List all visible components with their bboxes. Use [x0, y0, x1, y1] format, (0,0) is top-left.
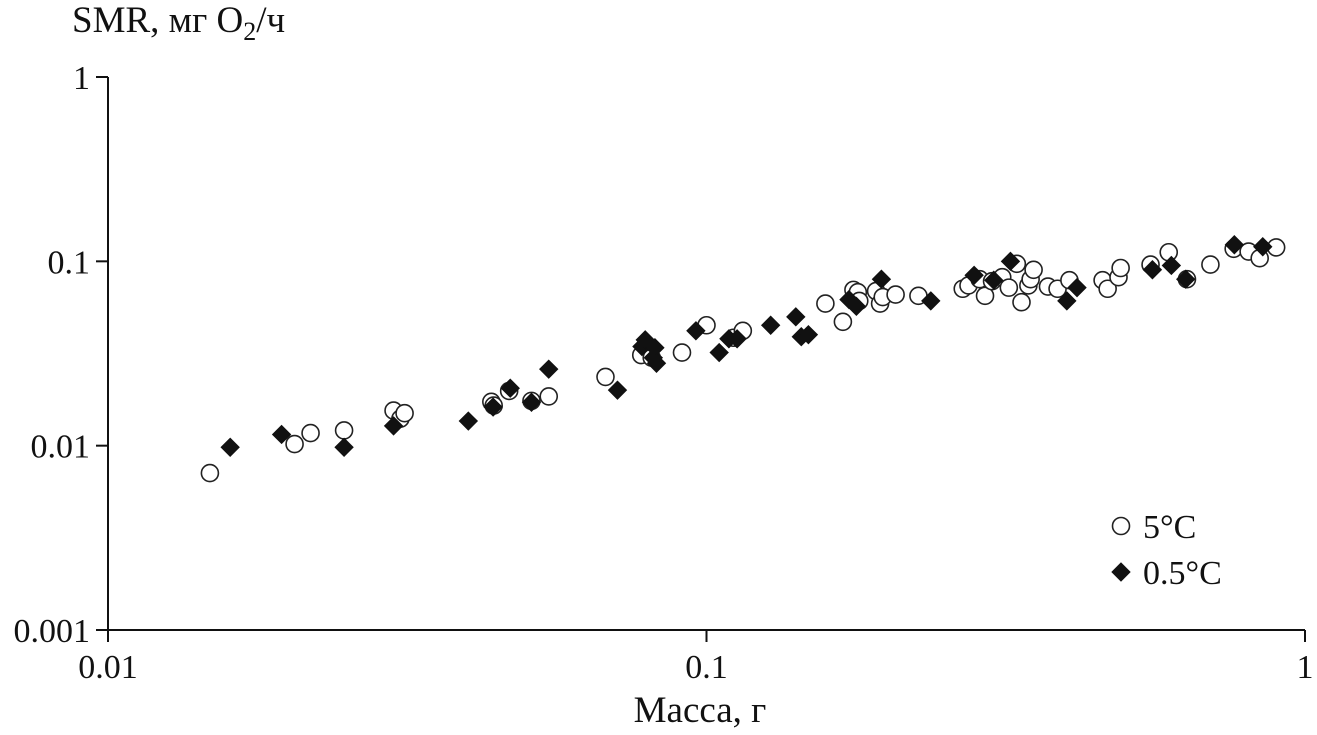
y-axis-title: SMR, мг O2/ч — [72, 0, 285, 46]
data-point-diamond — [1067, 277, 1087, 298]
legend-label: 5°C — [1143, 509, 1196, 546]
data-point-diamond — [539, 359, 559, 379]
data-point-diamond — [921, 291, 941, 311]
data-point-circle — [886, 285, 905, 304]
data-point-circle — [1111, 258, 1130, 278]
data-point-circle — [285, 434, 304, 454]
y-axis-title-tail: /ч — [256, 0, 285, 41]
data-point-diamond — [1000, 251, 1021, 272]
data-point-diamond — [521, 392, 542, 412]
data-point-diamond — [646, 353, 667, 373]
data-point-circle — [596, 367, 615, 387]
legend-marker — [1111, 516, 1131, 536]
data-point-diamond — [846, 296, 867, 317]
data-point-diamond — [1253, 237, 1273, 257]
series-filled-diamonds — [220, 235, 1273, 457]
data-point-diamond — [984, 270, 1004, 290]
data-point-circle — [975, 286, 995, 306]
data-point-circle — [1098, 279, 1117, 299]
data-point-circle — [833, 312, 853, 332]
data-point-diamond — [458, 411, 479, 431]
data-point-circle — [1201, 255, 1220, 274]
data-point-circle — [539, 387, 559, 406]
data-point-circle — [334, 421, 354, 440]
data-point-diamond — [709, 342, 729, 363]
data-points-group — [200, 235, 1286, 483]
x-tick-label: 0.1 — [685, 649, 728, 686]
data-point-circle — [200, 463, 220, 483]
x-axis-title: Масса, г — [634, 690, 767, 731]
x-tick-label: 1 — [1297, 649, 1314, 686]
y-axis-title-subscript: 2 — [243, 17, 256, 46]
data-point-diamond — [383, 416, 404, 436]
data-point-diamond — [760, 315, 781, 335]
legend: 5°C 0.5°C — [1111, 509, 1222, 592]
data-point-circle — [395, 403, 414, 423]
data-point-diamond — [220, 437, 240, 457]
data-point-diamond — [1161, 255, 1182, 276]
y-tick-label: 0.1 — [48, 244, 91, 281]
data-point-diamond — [1224, 235, 1245, 255]
data-point-diamond — [334, 437, 354, 457]
legend-marker — [1111, 562, 1131, 582]
y-axis-title-main: SMR, мг O — [72, 0, 243, 41]
data-point-diamond — [727, 329, 747, 349]
data-point-diamond — [798, 324, 819, 345]
data-point-circle — [672, 343, 692, 362]
y-tick-label: 0.01 — [31, 429, 91, 466]
legend-label: 0.5°C — [1143, 555, 1222, 592]
x-tick-label: 0.01 — [78, 649, 138, 686]
data-point-diamond — [686, 321, 706, 341]
data-point-diamond — [964, 265, 984, 285]
data-point-diamond — [1057, 291, 1077, 311]
data-point-diamond — [871, 269, 892, 289]
y-tick-label: 1 — [73, 60, 90, 97]
data-point-diamond — [271, 424, 292, 445]
data-point-circle — [1012, 292, 1031, 312]
y-tick-label: 0.001 — [14, 613, 91, 650]
data-point-diamond — [1176, 269, 1196, 289]
data-point-diamond — [1142, 260, 1163, 280]
data-point-circle — [999, 278, 1019, 297]
data-point-circle — [301, 423, 320, 443]
data-point-diamond — [607, 380, 628, 400]
data-point-circle — [1024, 260, 1043, 280]
data-point-diamond — [786, 307, 806, 327]
axes-group — [96, 76, 1306, 642]
series-open-circles — [200, 238, 1286, 483]
data-point-diamond — [483, 397, 503, 417]
data-point-circle — [816, 294, 835, 313]
data-point-diamond — [500, 378, 520, 398]
data-point-circle — [1159, 242, 1179, 262]
